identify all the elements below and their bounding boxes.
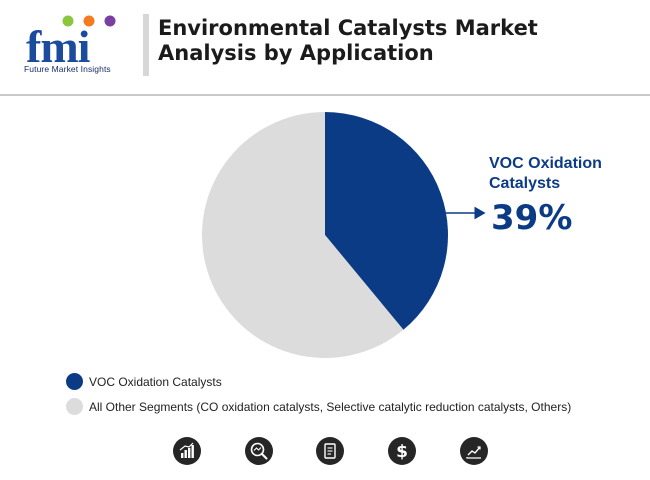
fmi-logo: fmi [26, 15, 116, 72]
legend-item-voc: VOC Oxidation Catalysts [66, 373, 222, 390]
growth-chart-icon [173, 437, 201, 465]
page-title: Environmental Catalysts Market Analysis … [158, 16, 538, 65]
callout-label: VOC Oxidation Catalysts [489, 155, 602, 192]
legend-label-other: All Other Segments (CO oxidation catalys… [89, 399, 572, 414]
logo-caption: Future Market Insights [24, 64, 111, 74]
header-rule [0, 94, 650, 96]
pie-slice-voc [325, 112, 448, 330]
svg-text:$: $ [396, 442, 408, 462]
callout-value: 39% [491, 198, 573, 238]
logo-dot-orange [83, 15, 95, 27]
magnifier-analytics-icon [245, 437, 273, 465]
logo-text: fmi [26, 21, 91, 72]
legend-swatch-other [66, 398, 83, 415]
report-document-icon [316, 437, 344, 465]
trend-line-icon [460, 437, 488, 465]
logo-dot-green [62, 15, 74, 27]
legend-swatch-voc [66, 373, 83, 390]
legend-label-voc: VOC Oxidation Catalysts [89, 374, 222, 389]
pie-slice-other [201, 112, 404, 359]
dollar-icon: $ [388, 437, 416, 465]
legend-item-other: All Other Segments (CO oxidation catalys… [66, 398, 571, 415]
logo-dot-purple [104, 15, 116, 27]
header-divider [143, 14, 149, 76]
